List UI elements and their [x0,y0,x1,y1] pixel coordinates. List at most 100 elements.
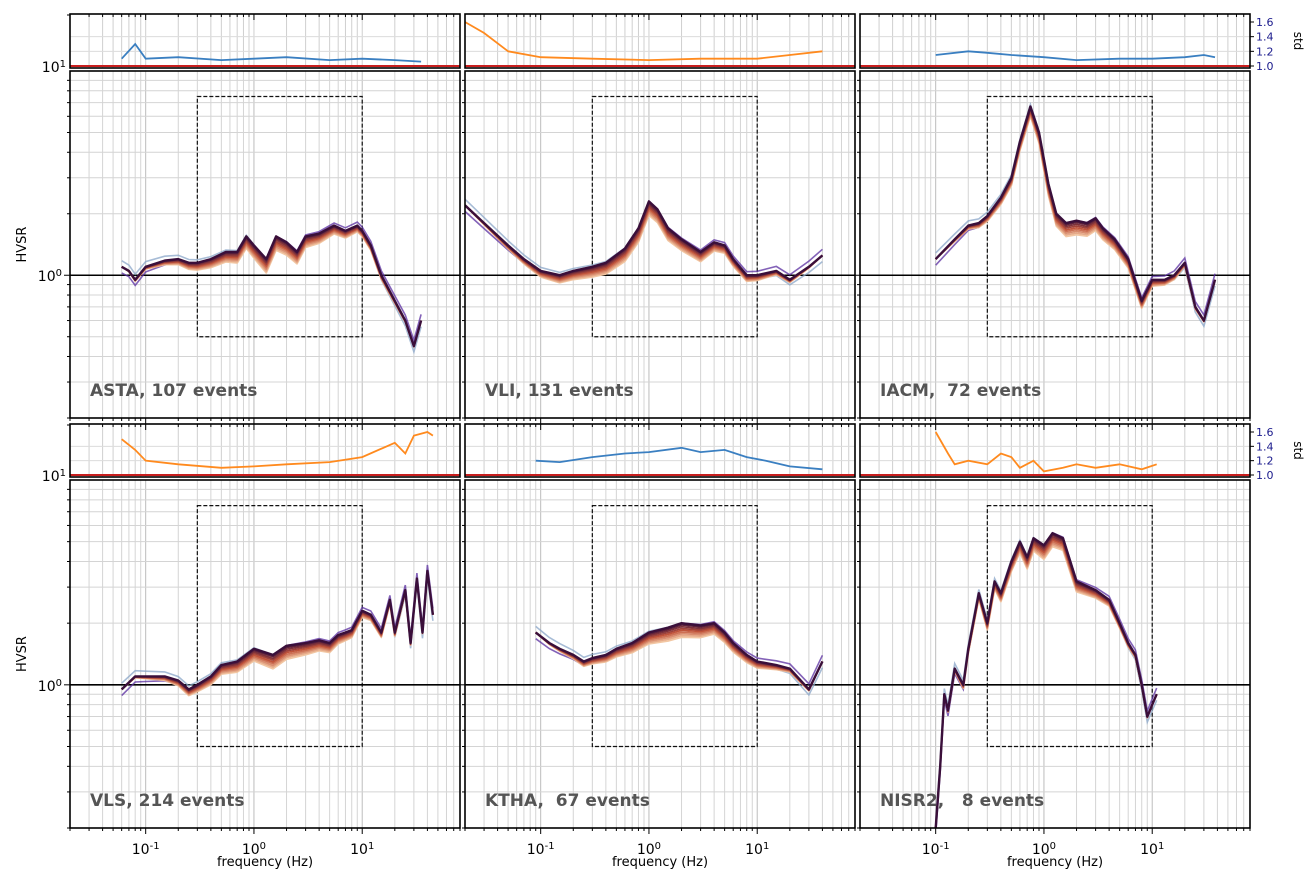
hvsr-subplot: VLI, 131 events [459,70,856,424]
std-line [935,50,1216,62]
std-axis-tick-label: 1.2 [1256,455,1274,468]
x-axis-label: frequency (Hz) [1007,855,1103,869]
hvsr-curve [934,532,1158,822]
hvsr-curve [934,542,1158,828]
hvsr-curve [121,570,434,695]
std-subplot: 101 [42,423,461,486]
std-left-tick-label: 101 [42,59,66,77]
hvsr-subplot: 10-1 100 101 frequency (Hz) NISR2, 8 events [854,479,1251,869]
hvsr-frame [859,70,1251,419]
std-frame [464,13,856,69]
x-tick-label: 100 [637,841,661,859]
panel-iacm: 1.0 1.21.4 1.6 std IACM, 72 events [854,13,1305,424]
x-tick-label: 10-1 [922,841,950,859]
hvsr-curve [120,569,435,691]
hvsr-curve-group [121,221,423,355]
hvsr-frame [859,479,1251,829]
hvsr-curve [121,570,434,695]
hvsr-curve [934,537,1158,828]
station-label: ASTA, 107 events [90,381,257,401]
hvsr-curve-group [534,620,824,697]
hvsr-curve [935,114,1216,323]
hvsr-curve [935,111,1216,323]
hvsr-curve [935,531,1158,828]
hvsr-curve [934,539,1158,828]
std-axis-tick-label: 1.2 [1256,45,1274,58]
std-frame [859,13,1251,69]
std-frame [69,13,461,69]
hvsr-curve [934,535,1158,828]
std-axis-tick-label: 1.0 [1256,60,1274,73]
std-subplot: 101 [42,13,461,77]
std-axis-tick-label: 1.0 [1256,469,1274,482]
x-axis-label: frequency (Hz) [217,855,313,869]
y-axis-label: HVSR [15,227,30,263]
hvsr-subplot: IACM, 72 events [854,70,1251,424]
hvsr-curve [935,108,1216,322]
x-tick-label: 101 [350,841,374,859]
std-frame [69,423,461,478]
frequency-window-box [591,504,758,748]
hvsr-curve-group [120,564,435,697]
hvsr-curve [935,109,1216,322]
hvsr-curve-group [465,198,824,286]
hvsr-curve [465,200,824,281]
std-axis-tick-label: 1.6 [1256,426,1274,439]
station-label: KTHA, 67 events [485,791,650,811]
hvsr-subplot: 10-1 100 101 frequency (Hz) KTHA, 67 events [459,479,856,869]
std-axis-tick-label: 1.4 [1256,31,1274,44]
x-tick-label: 10-1 [527,841,555,859]
x-tick-label: 100 [1032,841,1056,859]
station-label: IACM, 72 events [880,381,1041,401]
frequency-window-box [591,95,758,338]
hvsr-curve [121,570,434,692]
hvsr-frame [69,70,461,419]
x-tick-label: 100 [242,841,266,859]
std-line [465,21,823,62]
std-axis-tick-label: 1.4 [1256,440,1274,453]
hvsr-curve [934,545,1158,828]
panel-asta: 101 100 HVSR ASTA, 107 events [15,13,461,424]
hvsr-curve [935,101,1216,329]
x-tick-label: 101 [745,841,769,859]
x-tick-label: 101 [1140,841,1164,859]
hvsr-curve [534,622,824,691]
hvsr-curve [121,224,423,348]
std-frame [464,423,856,478]
hvsr-curve [934,534,1158,828]
hvsr-curve [121,570,434,694]
std-axis-label: std [1291,441,1305,460]
station-label: VLS, 214 events [90,791,245,811]
std-axis-tick-label: 1.6 [1256,16,1274,29]
hvsr-frame [464,479,856,829]
std-subplot: 1.0 1.21.4 1.6 std [859,13,1305,73]
hvsr-curve-group [934,101,1217,329]
std-subplot [464,423,856,478]
frequency-window-box [196,504,363,748]
hvsr-curve [935,112,1216,323]
y-axis-label: HVSR [15,636,30,672]
station-label: NISR2, 8 events [880,791,1044,811]
hvsr-curve [935,105,1216,317]
station-label: VLI, 131 events [485,381,634,401]
std-axis-label: std [1291,32,1305,51]
x-tick-label: 10-1 [132,841,160,859]
std-line [121,431,434,469]
std-subplot [464,13,856,69]
y-tick-label: 100 [38,677,62,695]
std-subplot: 1.01.2 1.41.6 std [859,423,1305,482]
hvsr-frame [69,479,461,829]
hvsr-curve [934,105,1217,322]
std-frame [859,423,1251,478]
frequency-window-box [196,95,363,338]
hvsr-curve [121,576,434,687]
std-left-tick-label: 101 [42,468,66,486]
panel-ktha: 10-1 100 101 frequency (Hz) KTHA, 67 events [459,423,856,869]
std-line [535,446,823,471]
hvsr-curve [121,564,434,697]
hvsr-curve-group [934,531,1158,828]
hvsr-curve [935,110,1216,322]
